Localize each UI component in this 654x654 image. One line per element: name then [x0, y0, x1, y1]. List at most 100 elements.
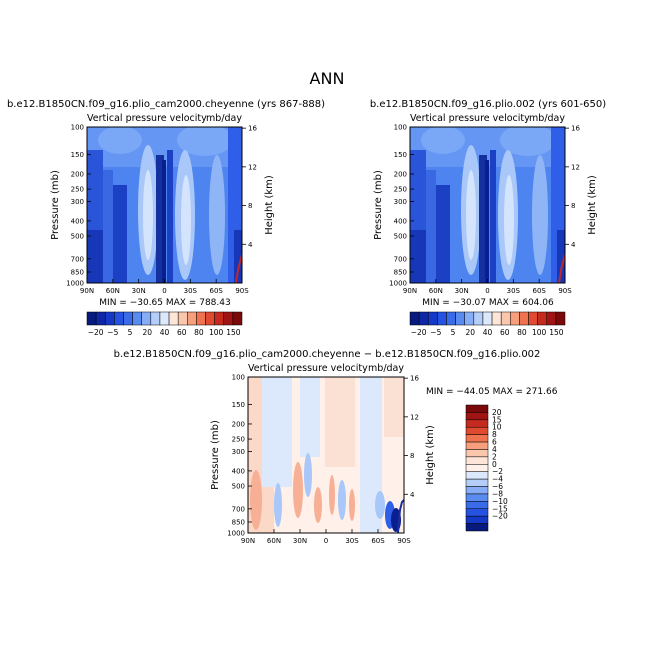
panel-3-ylabel: Pressure (mb)	[210, 420, 221, 490]
panel-2-colorbar-swatch	[437, 311, 447, 326]
panel-2-y-tick-label: 850	[394, 268, 407, 276]
panel-2-colorbar-label: −5	[430, 328, 441, 337]
panel-1-y-tick-label: 200	[71, 170, 84, 178]
panel-1-y-right-tick-label: 4	[248, 241, 253, 249]
panel-1-ylabel-right: Height (km)	[264, 175, 275, 235]
panel-2-ylabel-right: Height (km)	[587, 175, 598, 235]
panel-2-y-tick-label: 150	[394, 151, 407, 159]
panel-1-colorbar-swatch	[205, 311, 215, 326]
panel-1-y-tick-label: 100	[71, 124, 84, 132]
panel-3-x-tick-label: 60S	[371, 537, 385, 545]
panel-1-axes: 90N 60N 30N 0 30S 60S 90S 100 150 200 250 300 400 500…	[66, 124, 257, 296]
panel-1-contour-field	[87, 127, 242, 283]
panel-1-y-tick-label: 400	[71, 217, 84, 225]
panel-3-y-tick-label: 100	[232, 374, 245, 382]
panel-3-y-right-tick-label: 12	[410, 413, 419, 421]
panel-2-title: b.e12.B1850CN.f09_g16.plio.002 (yrs 601-…	[370, 99, 606, 110]
panel-2-colorbar-label: 20	[466, 328, 476, 337]
panel-1-colorbar-swatch	[114, 311, 124, 326]
panel-2-y-right-tick-label: 8	[571, 202, 575, 210]
panel-3-colorbar-label: −6	[492, 482, 503, 491]
panel-1-y-tick-label: 500	[71, 233, 84, 241]
panel-3: b.e12.B1850CN.f09_g16.plio_cam2000.cheye…	[114, 349, 558, 545]
panel-1-y-tick-label: 700	[71, 255, 84, 263]
panel-3-contour-field	[248, 377, 404, 533]
panel-1-x-tick-label: 90S	[235, 287, 249, 295]
panel-2-colorbar-swatch	[446, 311, 456, 326]
panel-2-x-tick-label: 90S	[558, 287, 572, 295]
panel-2-x-tick-label: 30N	[455, 287, 469, 295]
panel-3-colorbar-label: −10	[492, 497, 508, 506]
panel-3-y-right-tick-label: 8	[410, 452, 414, 460]
panel-1-colorbar-swatch	[214, 311, 225, 326]
panel-1-x-tick-label: 30N	[132, 287, 146, 295]
panel-2-colorbar-swatch	[528, 311, 538, 326]
panel-2-colorbar-label: 40	[483, 328, 493, 337]
panel-1-colorbar-swatch	[150, 311, 161, 326]
panel-1-colorbar-label: −20	[88, 328, 104, 337]
panel-2-colorbar-swatch	[464, 311, 475, 326]
panel-1-y-tick-label: 850	[71, 268, 84, 276]
panel-3-colorbar-swatch	[465, 471, 489, 480]
panel-1-colorbar-swatch	[132, 311, 142, 326]
panel-2-x-tick-label: 0	[485, 287, 489, 295]
panel-3-colorbar-label: 2	[492, 452, 497, 461]
panel-1-colorbar-swatch	[95, 311, 106, 326]
panel-2-colorbar-swatch	[555, 311, 566, 326]
panel-2-colorbar-swatch	[491, 311, 502, 326]
panel-3-subtitle-right: mb/day	[368, 363, 404, 374]
panel-3-y-tick-label: 150	[232, 401, 245, 409]
panel-2-colorbar-label: −20	[411, 328, 427, 337]
panel-3-colorbar-swatch	[465, 486, 489, 495]
panel-3-colorbar-swatch	[465, 412, 489, 421]
panel-1-title: b.e12.B1850CN.f09_g16.plio_cam2000.cheye…	[7, 99, 325, 110]
panel-2-colorbar-swatch	[418, 311, 429, 326]
panel-2-colorbar-label: 80	[517, 328, 527, 337]
panel-3-stats: MIN = −44.05 MAX = 271.66	[426, 387, 558, 397]
panel-1-x-tick-label: 60S	[209, 287, 223, 295]
panel-1-x-tick-label: 30S	[184, 287, 198, 295]
panel-3-colorbar-swatch	[465, 464, 489, 472]
panel-3-colorbar-swatch	[465, 456, 489, 465]
panel-2-y-right-tick-label: 4	[571, 241, 576, 249]
page-title: ANN	[310, 69, 345, 88]
panel-3-colorbar-swatch	[465, 434, 489, 443]
panel-1-y-right-tick-label: 8	[248, 202, 252, 210]
panel-1-colorbar-swatch	[159, 311, 170, 326]
panel-2-y-tick-label: 100	[394, 124, 407, 132]
panel-3-y-tick-label: 400	[232, 467, 245, 475]
panel-2-contour-field	[410, 127, 565, 283]
panel-3-y-tick-label: 250	[232, 436, 245, 444]
panel-3-x-tick-label: 90N	[241, 537, 255, 545]
panel-1-colorbar-label: 40	[160, 328, 170, 337]
panel-3-colorbar-label: −8	[492, 489, 503, 498]
panel-2-y-tick-label: 400	[394, 217, 407, 225]
panel-3-y-tick-label: 200	[232, 420, 245, 428]
panel-1-colorbar-label: 20	[143, 328, 153, 337]
panel-2-y-tick-label: 200	[394, 170, 407, 178]
panel-2-colorbar-swatch	[482, 311, 493, 326]
panel-2-y-right-tick-label: 12	[571, 163, 580, 171]
panel-3-colorbar-swatch	[465, 441, 489, 450]
panel-3-colorbar-label: 4	[492, 445, 497, 454]
panel-2-colorbar: −20 −5 5 20 40 60 80 100 150	[409, 311, 566, 337]
panel-3-colorbar-swatch	[465, 523, 489, 532]
panel-3-axes: 90N 60N 30N 0 30S 60S 90S 100 150 200 250 300 400 500…	[227, 374, 419, 546]
panel-1-y-tick-label: 1000	[66, 280, 84, 288]
panel-1-colorbar-swatch	[123, 311, 133, 326]
panel-3-colorbar-label: −4	[492, 475, 503, 484]
panel-3-subtitle-left: Vertical pressure velocity	[248, 363, 368, 374]
panel-1-colorbar-swatch	[177, 311, 188, 326]
panel-3-colorbar-label: 15	[492, 415, 502, 424]
panel-2: b.e12.B1850CN.f09_g16.plio.002 (yrs 601-…	[370, 99, 606, 337]
panel-3-y-tick-label: 700	[232, 505, 245, 513]
panel-2-colorbar-swatch	[537, 311, 548, 326]
panel-1-colorbar: −20 −5 5 20 40 60 80 100 150	[86, 311, 243, 337]
panel-3-y-tick-label: 500	[232, 483, 245, 491]
panel-2-colorbar-swatch	[427, 311, 438, 326]
panel-3-x-tick-label: 60N	[267, 537, 281, 545]
panel-1-x-tick-label: 60N	[106, 287, 120, 295]
panel-2-colorbar-swatch	[500, 311, 511, 326]
panel-1-stats: MIN = −30.65 MAX = 788.43	[99, 298, 230, 308]
panel-3-colorbar-label: 0	[492, 460, 497, 469]
